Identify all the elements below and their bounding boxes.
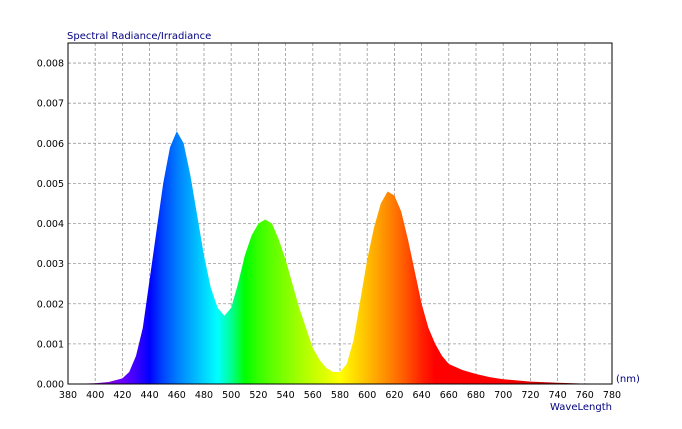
y-tick-label: 0.002	[37, 299, 64, 310]
x-tick-label: 540	[277, 390, 295, 401]
x-tick-label: 720	[521, 390, 539, 401]
y-tick-label: 0.006	[37, 139, 64, 150]
x-tick-label: 700	[494, 390, 512, 401]
x-axis-unit: (nm)	[616, 374, 640, 385]
x-tick-label: 780	[603, 390, 621, 401]
y-tick-label: 0.007	[37, 99, 64, 110]
x-tick-label: 520	[249, 390, 267, 401]
x-tick-label: 680	[467, 390, 485, 401]
x-tick-label: 460	[168, 390, 186, 401]
x-tick-label: 660	[440, 390, 458, 401]
x-tick-label: 600	[358, 390, 376, 401]
x-tick-label: 480	[195, 390, 213, 401]
x-tick-label: 420	[113, 390, 131, 401]
y-tick-label: 0.005	[37, 179, 64, 190]
x-tick-label: 740	[549, 390, 567, 401]
x-tick-label: 380	[59, 390, 77, 401]
spectrum-series-area	[68, 131, 612, 384]
x-tick-label: 640	[413, 390, 431, 401]
x-tick-label: 580	[331, 390, 349, 401]
y-tick-label: 0.000	[37, 380, 64, 391]
x-tick-label: 400	[86, 390, 104, 401]
y-tick-label: 0.003	[37, 259, 64, 270]
x-tick-label: 620	[385, 390, 403, 401]
x-axis-label: WaveLength	[550, 402, 612, 413]
x-tick-label: 760	[576, 390, 594, 401]
y-tick-labels: 0.000 0.001 0.002 0.003 0.004 0.005 0.006 0.007…	[37, 59, 64, 391]
y-tick-label: 0.004	[37, 219, 64, 230]
chart-title: Spectral Radiance/Irradiance	[67, 31, 211, 42]
x-tick-label: 440	[141, 390, 159, 401]
spectrum-area	[68, 131, 612, 384]
y-tick-label: 0.008	[37, 59, 64, 70]
plot-frame	[67, 42, 613, 385]
x-tick-labels: 380 400 420 440 460 480 500 520 540 560 580 600 620 6…	[59, 390, 621, 401]
y-tick-label: 0.001	[37, 339, 64, 350]
x-tick-label: 500	[222, 390, 240, 401]
x-tick-label: 560	[304, 390, 322, 401]
